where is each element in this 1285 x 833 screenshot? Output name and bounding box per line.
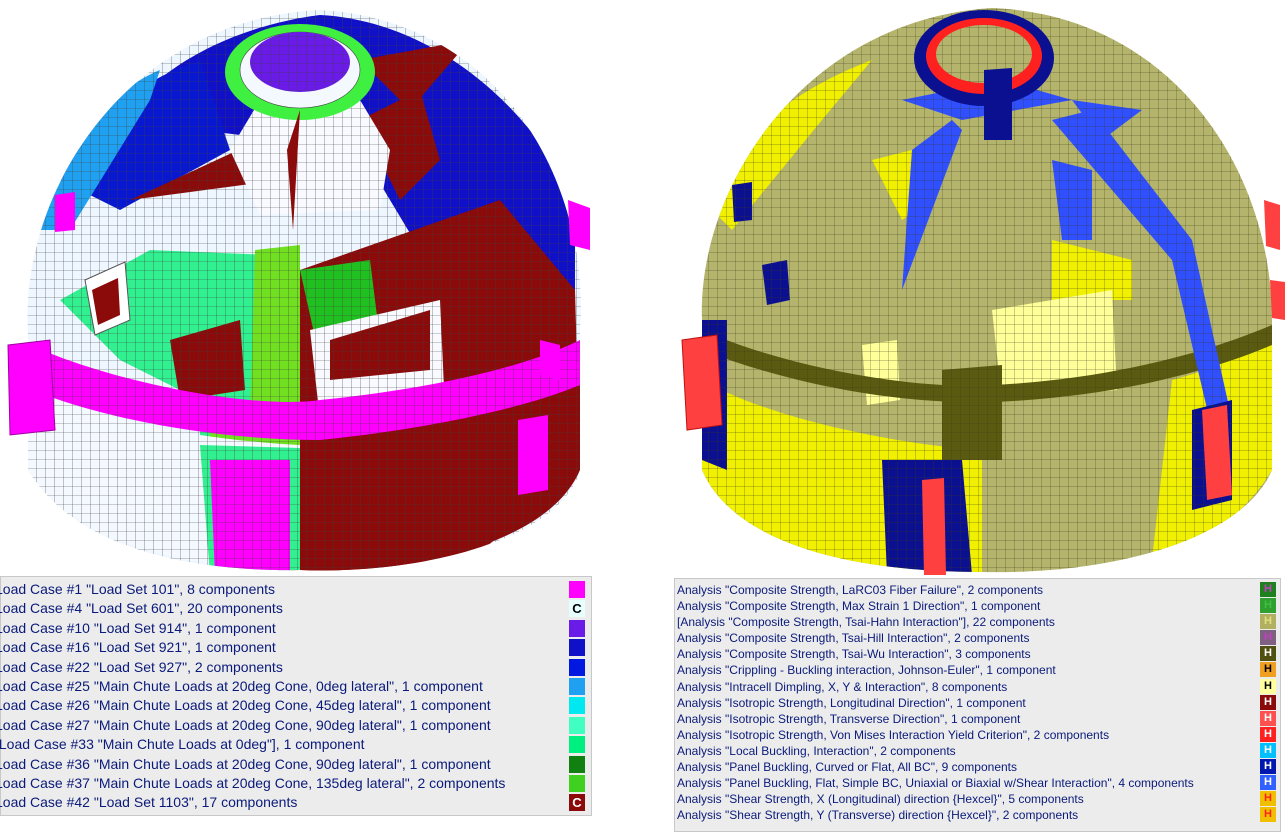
legend-label: Analysis "Isotropic Strength, Von Mises … xyxy=(677,727,1110,742)
legend-color-swatch[interactable] xyxy=(569,736,585,754)
analysis-legend: Analysis "Composite Strength, LaRC03 Fib… xyxy=(674,578,1281,832)
legend-label: Analysis "Composite Strength, Tsai-Wu In… xyxy=(677,647,1031,662)
legend-color-swatch[interactable] xyxy=(569,581,585,598)
legend-label: [Analysis "Composite Strength, Tsai-Hahn… xyxy=(677,615,1055,630)
legend-color-swatch[interactable]: H xyxy=(1260,678,1276,694)
legend-color-swatch[interactable]: C xyxy=(569,794,585,812)
legend-label: Load Case #37 "Main Chute Loads at 20deg… xyxy=(0,774,506,791)
legend-color-swatch[interactable]: C xyxy=(569,600,585,618)
legend-row[interactable]: Load Case #16 "Load Set 921", 1 componen… xyxy=(0,638,585,657)
legend-row[interactable]: Analysis "Composite Strength, Max Strain… xyxy=(677,598,1276,614)
legend-row[interactable]: Analysis "Shear Strength, Y (Transverse)… xyxy=(677,807,1276,823)
legend-row[interactable]: Load Case #37 "Main Chute Loads at 20deg… xyxy=(0,774,585,793)
legend-label: Analysis "Panel Buckling, Curved or Flat… xyxy=(677,760,1018,775)
legend-color-swatch[interactable]: H xyxy=(1260,742,1276,758)
legend-row[interactable]: Analysis "Intracell Dimpling, X, Y & Int… xyxy=(677,678,1276,695)
legend-label: Analysis "Composite Strength, Max Strain… xyxy=(677,599,1041,614)
legend-row[interactable]: Analysis "Composite Strength, LaRC03 Fib… xyxy=(677,582,1276,598)
legend-color-swatch[interactable]: H xyxy=(1260,726,1276,742)
legend-row[interactable]: Load Case #22 "Load Set 927", 2 componen… xyxy=(0,658,585,677)
legend-color-swatch[interactable] xyxy=(569,658,585,676)
legend-label: Load Case #4 "Load Set 601", 20 componen… xyxy=(0,600,283,617)
legend-row[interactable]: Load Case #27 "Main Chute Loads at 20deg… xyxy=(0,716,585,735)
legend-label: Analysis "Isotropic Strength, Transverse… xyxy=(677,711,1021,726)
legend-label: [Load Case #33 "Main Chute Loads at 0deg… xyxy=(0,736,365,753)
legend-label: Analysis "Local Buckling, Interaction", … xyxy=(677,743,956,758)
legend-row[interactable]: Analysis "Local Buckling, Interaction", … xyxy=(677,742,1276,759)
legend-label: Analysis "Isotropic Strength, Longitudin… xyxy=(677,695,1026,710)
legend-color-swatch[interactable]: H xyxy=(1260,598,1276,614)
legend-color-swatch[interactable] xyxy=(569,619,585,637)
legend-row[interactable]: Load Case #42 "Load Set 1103", 17 compon… xyxy=(0,793,585,812)
legend-color-swatch[interactable]: H xyxy=(1260,694,1276,710)
legend-label: Analysis "Crippling - Buckling interacti… xyxy=(677,663,1056,678)
legend-color-swatch[interactable]: H xyxy=(1260,630,1276,646)
legend-label: Analysis "Composite Strength, LaRC03 Fib… xyxy=(677,583,1044,597)
legend-row[interactable]: Analysis "Panel Buckling, Curved or Flat… xyxy=(677,759,1276,775)
legend-row[interactable]: Analysis "Composite Strength, Tsai-Hill … xyxy=(677,630,1276,646)
legend-row[interactable]: Load Case #1 "Load Set 101", 8 component… xyxy=(0,580,585,599)
legend-label: Load Case #16 "Load Set 921", 1 componen… xyxy=(0,639,276,656)
legend-row[interactable]: Load Case #25 "Main Chute Loads at 20deg… xyxy=(0,677,585,696)
legend-label: Load Case #36 "Main Chute Loads at 20deg… xyxy=(0,755,491,772)
legend-color-swatch[interactable] xyxy=(569,716,585,734)
legend-row[interactable]: Load Case #36 "Main Chute Loads at 20deg… xyxy=(0,755,585,774)
legend-color-swatch[interactable]: H xyxy=(1260,646,1276,662)
legend-row[interactable]: Load Case #4 "Load Set 601", 20 componen… xyxy=(0,599,585,618)
legend-row[interactable]: Analysis "Panel Buckling, Flat, Simple B… xyxy=(677,775,1276,791)
legend-label: Analysis "Intracell Dimpling, X, Y & Int… xyxy=(677,679,1008,694)
legend-color-swatch[interactable] xyxy=(569,774,585,792)
legend-color-swatch[interactable]: H xyxy=(1260,775,1276,791)
left-dome-model xyxy=(7,10,590,571)
legend-color-swatch[interactable]: H xyxy=(1260,662,1276,678)
legend-label: Load Case #26 "Main Chute Loads at 20deg… xyxy=(0,697,491,714)
legend-color-swatch[interactable]: H xyxy=(1260,614,1276,630)
legend-row[interactable]: [Analysis "Composite Strength, Tsai-Hahn… xyxy=(677,614,1276,630)
legend-row[interactable]: Analysis "Isotropic Strength, Transverse… xyxy=(677,710,1276,727)
legend-label: Load Case #10 "Load Set 914", 1 componen… xyxy=(0,619,276,636)
legend-color-swatch[interactable]: H xyxy=(1260,759,1276,775)
right-dome-model xyxy=(681,8,1285,575)
legend-label: Load Case #1 "Load Set 101", 8 component… xyxy=(0,581,276,597)
legend-color-swatch[interactable]: H xyxy=(1260,807,1276,823)
legend-row[interactable]: Load Case #26 "Main Chute Loads at 20deg… xyxy=(0,696,585,715)
legend-label: Analysis "Composite Strength, Tsai-Hill … xyxy=(677,631,1030,646)
legend-label: Analysis "Shear Strength, Y (Transverse)… xyxy=(677,808,1079,823)
legend-row[interactable]: Analysis "Shear Strength, X (Longitudina… xyxy=(677,791,1276,807)
legend-color-swatch[interactable] xyxy=(569,755,585,773)
legend-label: Analysis "Shear Strength, X (Longitudina… xyxy=(677,792,1084,807)
legend-row[interactable]: Analysis "Composite Strength, Tsai-Wu In… xyxy=(677,646,1276,662)
legend-row[interactable]: Analysis "Crippling - Buckling interacti… xyxy=(677,662,1276,678)
legend-row[interactable]: Load Case #10 "Load Set 914", 1 componen… xyxy=(0,619,585,638)
legend-row[interactable]: Analysis "Isotropic Strength, Longitudin… xyxy=(677,694,1276,711)
legend-color-swatch[interactable]: H xyxy=(1260,791,1276,807)
legend-color-swatch[interactable]: H xyxy=(1260,710,1276,726)
legend-label: Load Case #25 "Main Chute Loads at 20deg… xyxy=(0,677,483,694)
legend-row[interactable]: Analysis "Isotropic Strength, Von Mises … xyxy=(677,726,1276,743)
legend-label: Analysis "Panel Buckling, Flat, Simple B… xyxy=(677,776,1194,791)
legend-color-swatch[interactable]: H xyxy=(1260,582,1276,597)
legend-color-swatch[interactable] xyxy=(569,697,585,715)
legend-label: Load Case #27 "Main Chute Loads at 20deg… xyxy=(0,716,491,733)
legend-label: Load Case #42 "Load Set 1103", 17 compon… xyxy=(0,794,298,811)
left-model-viewport[interactable] xyxy=(0,0,600,575)
right-model-viewport[interactable] xyxy=(672,0,1285,575)
legend-label: Load Case #22 "Load Set 927", 2 componen… xyxy=(0,658,283,675)
legend-row[interactable]: [Load Case #33 "Main Chute Loads at 0deg… xyxy=(0,735,585,754)
load-case-legend: Load Case #1 "Load Set 101", 8 component… xyxy=(0,576,592,816)
legend-color-swatch[interactable] xyxy=(569,639,585,657)
legend-color-swatch[interactable] xyxy=(569,677,585,695)
